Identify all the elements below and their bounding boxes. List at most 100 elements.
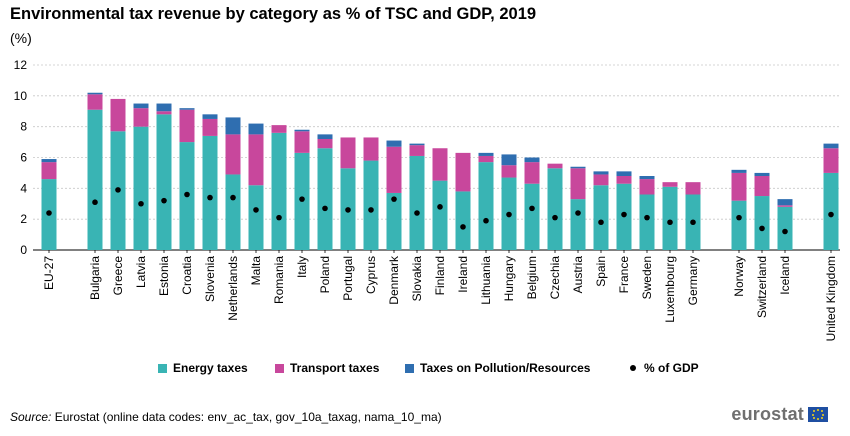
category-label: Latvia (134, 256, 148, 288)
bar-transport (225, 134, 241, 175)
bar-energy (731, 200, 747, 250)
bar-pollution (478, 152, 494, 156)
gdp-dot (368, 207, 374, 213)
bar-energy (524, 183, 540, 250)
legend-energy-label: Energy taxes (173, 361, 248, 375)
category-label: Romania (272, 256, 286, 304)
bar-energy (455, 191, 471, 250)
bar-pollution (777, 199, 793, 206)
bar-transport (317, 139, 333, 149)
gdp-dot (207, 194, 213, 201)
bar-energy (133, 126, 149, 250)
bar-pollution (593, 171, 609, 175)
legend-energy: Energy taxes (158, 361, 248, 375)
bar-pollution (731, 169, 747, 173)
bar-pollution (823, 143, 839, 149)
gdp-dot (828, 211, 834, 218)
gdp-dot (598, 219, 604, 226)
bars (41, 92, 839, 253)
chart-title: Environmental tax revenue by category as… (10, 5, 537, 23)
bar-energy (363, 160, 379, 250)
category-label: EU-27 (42, 256, 56, 290)
bar-transport (41, 162, 57, 180)
bar-transport (409, 145, 425, 156)
bar-energy (409, 155, 425, 250)
gdp-dot (161, 197, 167, 204)
bar-energy (271, 132, 287, 250)
y-tick-label: 10 (14, 89, 28, 103)
bar-transport (777, 205, 793, 207)
eu-flag-icon (808, 407, 828, 422)
gdp-dot (138, 200, 144, 207)
bar-energy (317, 148, 333, 250)
category-label: United Kingdom (824, 256, 838, 341)
y-tick-label: 2 (20, 212, 27, 226)
gdp-dot (483, 217, 489, 224)
bar-transport (271, 125, 287, 133)
y-tick-label: 12 (14, 58, 28, 72)
bar-energy (570, 199, 586, 250)
category-label: France (617, 256, 631, 294)
bar-transport (570, 168, 586, 200)
bar-pollution (524, 157, 540, 163)
bar-transport (478, 155, 494, 163)
bar-energy (639, 194, 655, 250)
category-label: Spain (594, 256, 608, 287)
gdp-dot (529, 205, 535, 212)
bar-energy (225, 174, 241, 250)
bar-transport (87, 94, 103, 110)
gdp-dot (391, 196, 397, 202)
bar-pollution (570, 166, 586, 169)
y-axis-unit: (%) (10, 30, 32, 46)
gdp-dot (230, 194, 236, 201)
y-tick-label: 0 (20, 243, 27, 257)
stacked-bar-chart: 0 2 4 6 8 10 12 EU-27 Bulgaria Greece Latvia Eston… (14, 58, 840, 341)
gdp-dot (667, 219, 673, 226)
category-label: Norway (732, 256, 746, 297)
bar-transport (202, 118, 218, 136)
gdp-dot (115, 187, 121, 193)
bar-energy (432, 180, 448, 250)
category-label: Czechia (548, 256, 562, 300)
bar-energy (777, 206, 793, 250)
bar-transport (110, 98, 126, 132)
gdp-dot (184, 191, 190, 198)
transport-swatch-icon (275, 363, 284, 373)
bar-pollution (294, 129, 310, 132)
bar-energy (248, 185, 264, 250)
bar-transport (639, 179, 655, 195)
gdp-dot (437, 204, 443, 210)
bar-energy (478, 162, 494, 250)
bar-energy (662, 186, 678, 250)
bar-pollution (501, 154, 517, 166)
gdp-dot (621, 211, 627, 218)
gdp-dot (92, 199, 98, 206)
category-label: Sweden (640, 256, 654, 299)
bar-pollution (386, 140, 402, 147)
gdp-dot (46, 210, 52, 216)
y-tick-label: 8 (20, 120, 27, 134)
category-label: Malta (249, 256, 263, 286)
gdp-dot (276, 214, 282, 221)
gdp-dot (644, 214, 650, 221)
category-label: Luxembourg (663, 256, 677, 323)
category-label: Switzerland (755, 256, 769, 318)
category-label: Ireland (456, 256, 470, 293)
bar-transport (616, 176, 632, 184)
category-label: Austria (571, 256, 585, 294)
bar-transport (754, 176, 770, 197)
gdp-dot (552, 214, 558, 221)
y-tick-label: 4 (20, 181, 27, 195)
category-label: Croatia (180, 256, 194, 295)
category-label: Germany (686, 256, 700, 305)
category-label: Estonia (157, 256, 171, 296)
gdp-dot (690, 219, 696, 226)
gdp-dot-icon (630, 365, 636, 371)
bar-pollution (225, 117, 241, 135)
bar-transport (363, 137, 379, 161)
bar-pollution (639, 176, 655, 180)
bar-energy (754, 196, 770, 250)
bar-transport (524, 162, 540, 184)
gdp-dot (460, 224, 466, 230)
bar-transport (662, 182, 678, 187)
